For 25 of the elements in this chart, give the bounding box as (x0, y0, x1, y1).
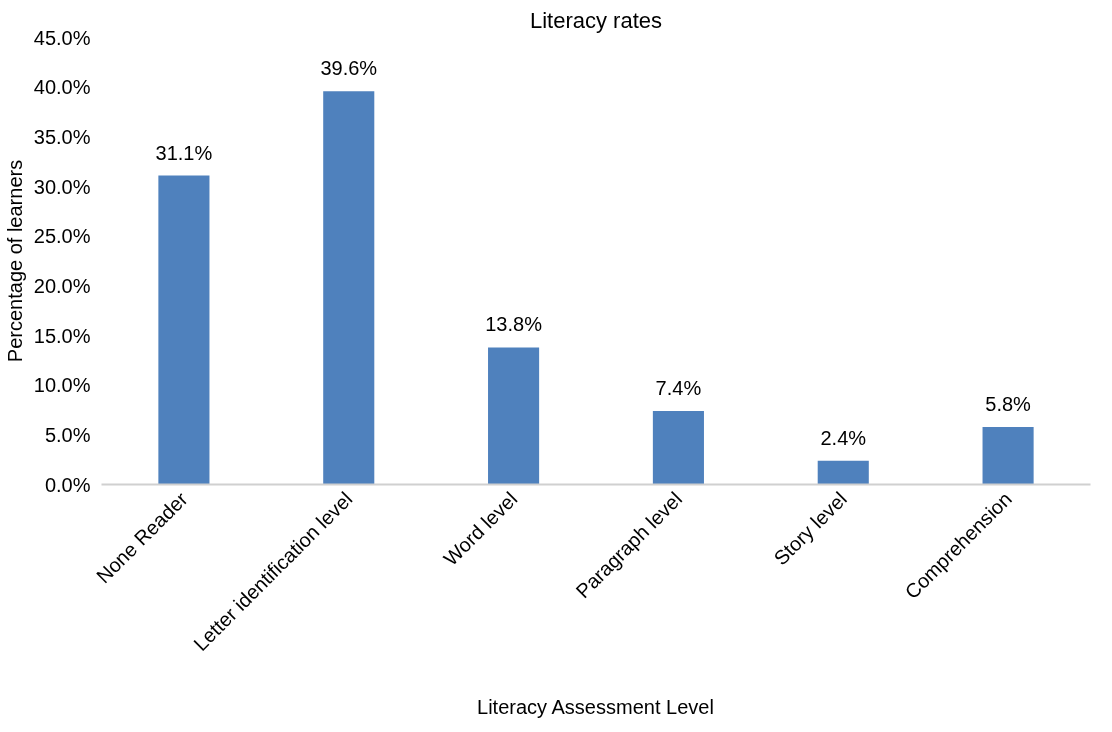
bar (323, 91, 375, 485)
data-label: 13.8% (485, 313, 543, 336)
y-axis-title: Percentage of learners (3, 159, 26, 363)
bar (817, 460, 869, 485)
y-tick-label: 5.0% (44, 423, 91, 446)
y-tick-label: 25.0% (33, 225, 91, 248)
data-label: 39.6% (320, 57, 378, 80)
y-tick-label: 0.0% (44, 473, 91, 496)
y-tick-label: 35.0% (33, 125, 91, 148)
bar (982, 426, 1034, 485)
y-tick-label: 10.0% (33, 374, 91, 397)
chart-title: Literacy rates (529, 7, 663, 33)
x-axis-title: Literacy Assessment Level (477, 695, 714, 718)
y-tick-label: 45.0% (33, 26, 91, 49)
data-label: 7.4% (655, 376, 702, 399)
bar (158, 175, 210, 485)
bar (488, 347, 540, 485)
y-tick-label: 15.0% (33, 324, 91, 347)
y-tick-label: 40.0% (33, 76, 91, 99)
y-tick-label: 30.0% (33, 175, 91, 198)
bar (652, 410, 704, 485)
data-label: 2.4% (820, 426, 867, 449)
data-label: 31.1% (155, 141, 213, 164)
y-tick-label: 20.0% (33, 274, 91, 297)
data-label: 5.8% (985, 392, 1032, 415)
